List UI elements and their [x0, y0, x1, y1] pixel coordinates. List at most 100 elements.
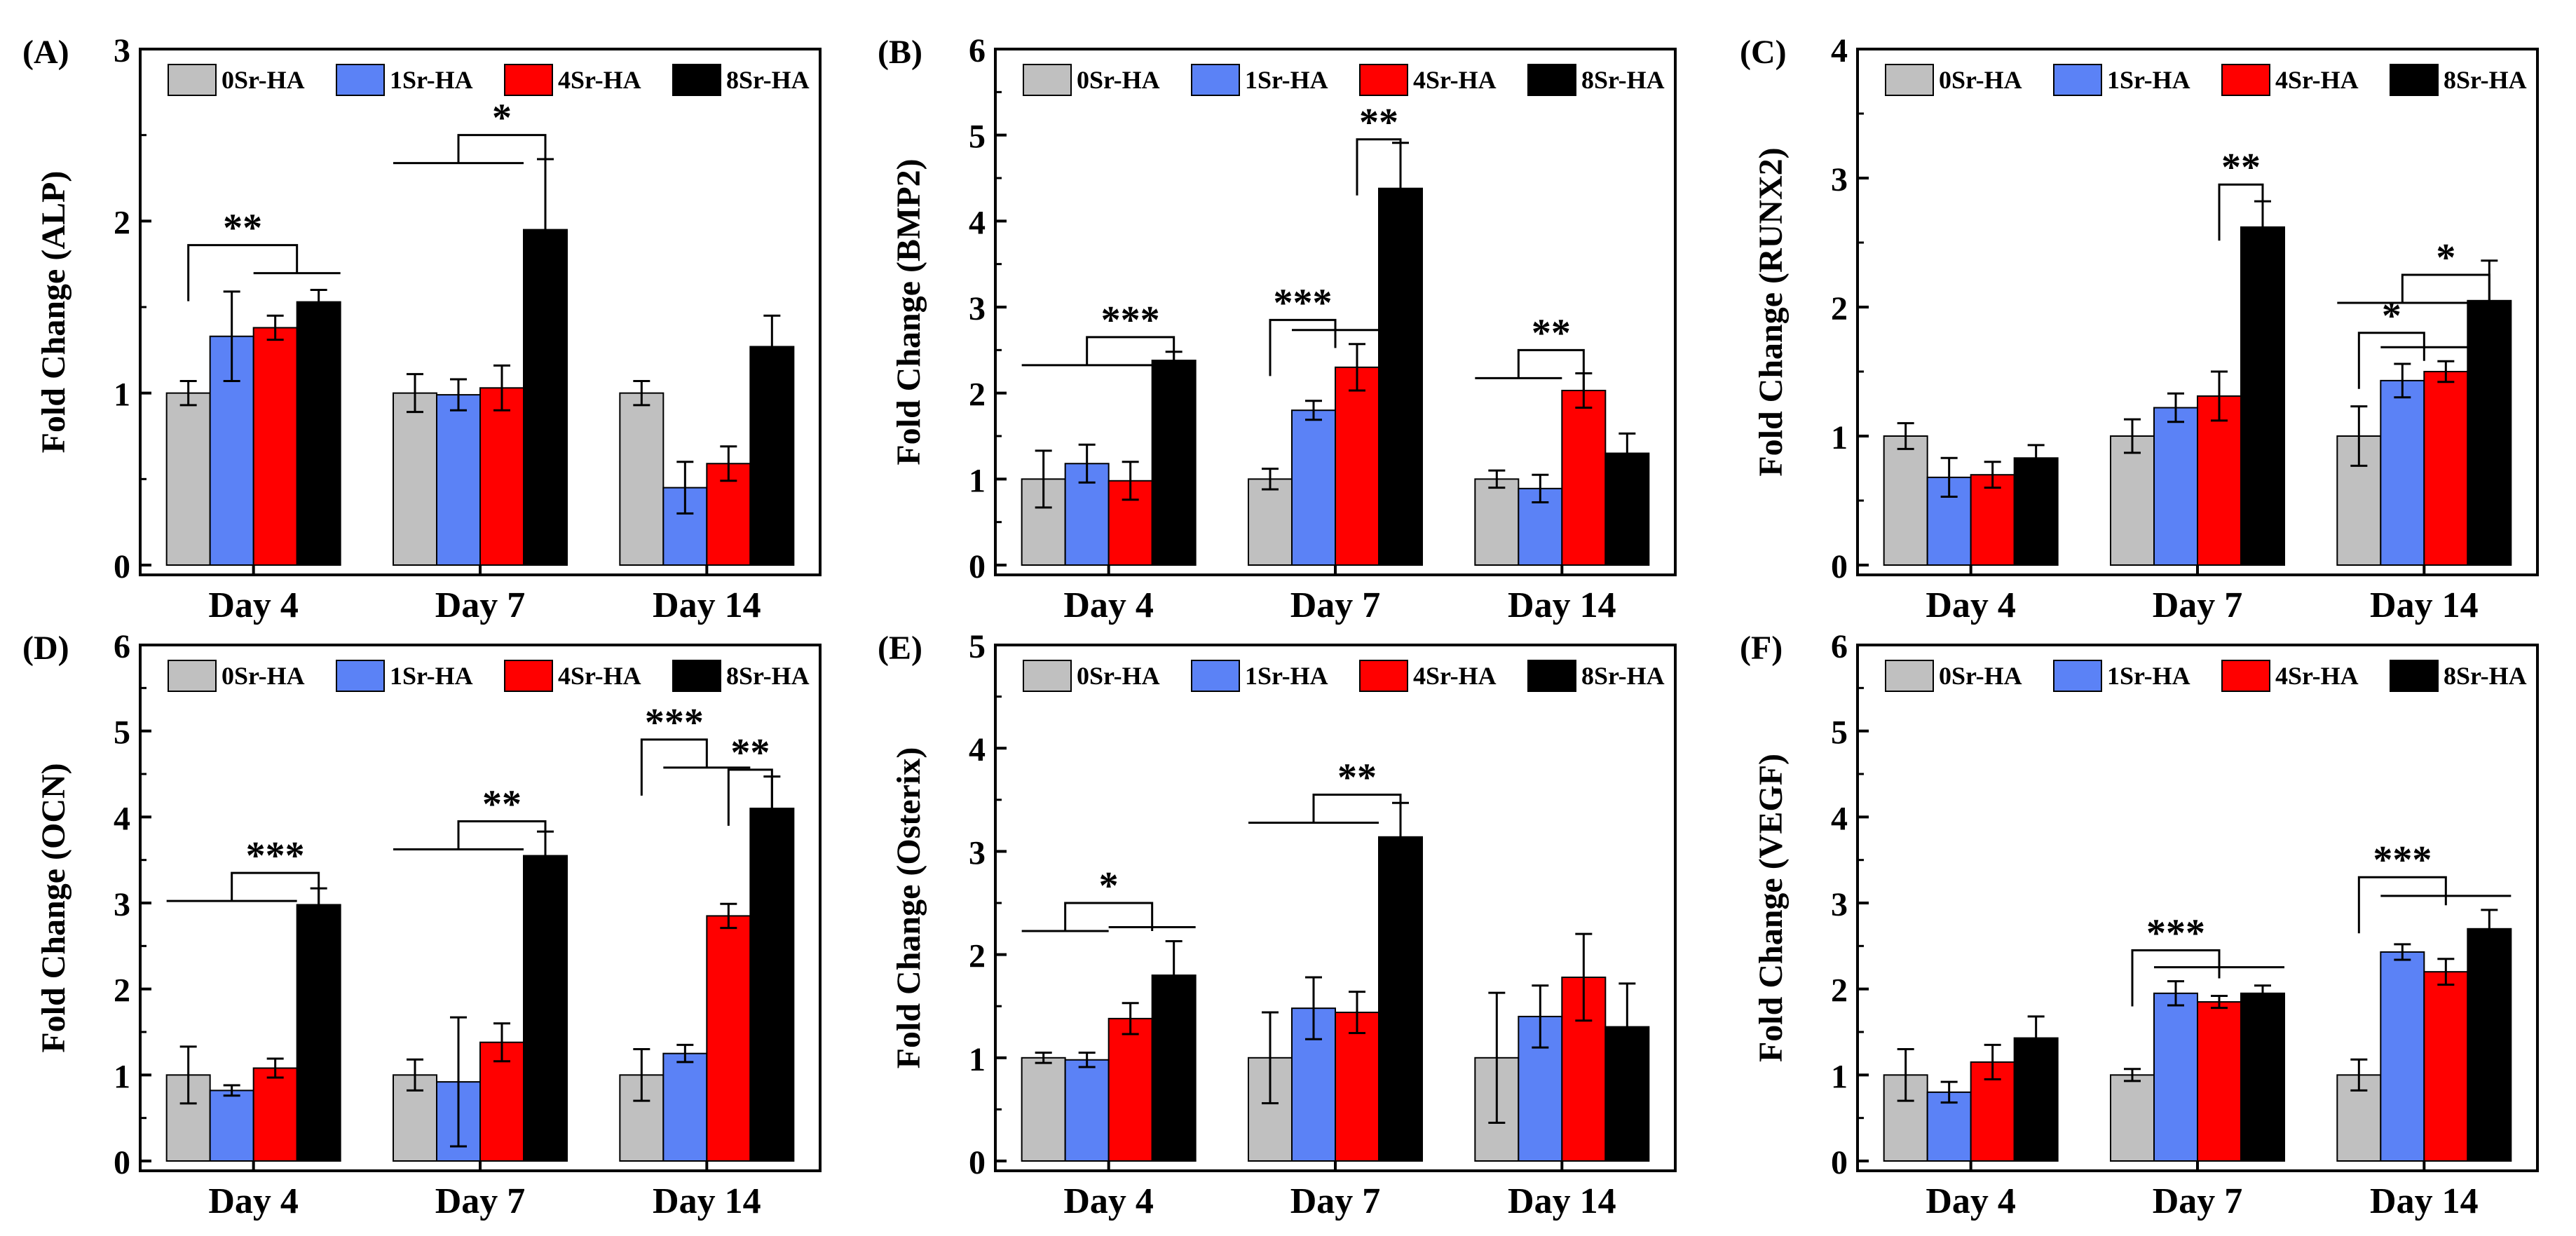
significance-stars: ***: [645, 701, 704, 745]
legend-label: 4Sr-HA: [2275, 66, 2359, 94]
bar-1sr-ha-1: [2153, 992, 2198, 1162]
panel-label: (B): [878, 34, 922, 71]
y-tick-label: 3: [969, 290, 986, 327]
bar-8sr-ha-1: [1378, 187, 1423, 566]
significance-annotation: **: [727, 731, 773, 826]
panel-label: (C): [1740, 34, 1787, 71]
legend-swatch-0sr-ha: [1885, 64, 1934, 96]
y-tick-label: 2: [969, 938, 986, 975]
bar-8sr-ha-2: [1604, 1026, 1650, 1162]
legend-label: 4Sr-HA: [2275, 662, 2359, 690]
error-bar: [720, 902, 737, 930]
y-tick-label: 1: [114, 1058, 130, 1095]
bracket-line: [1517, 348, 1585, 393]
legend-label: 8Sr-HA: [1581, 662, 1665, 690]
bar-8sr-ha-0: [296, 904, 341, 1162]
x-tick-label: Day 14: [2370, 1181, 2479, 1221]
bar-8sr-ha-1: [2240, 992, 2285, 1162]
bar-4sr-ha-2: [2423, 971, 2469, 1162]
y-tick-label: 3: [114, 886, 130, 923]
significance-stars: ***: [2146, 911, 2205, 955]
legend-label: 8Sr-HA: [1581, 66, 1665, 94]
y-tick-label: 0: [114, 1144, 130, 1181]
bar-0sr-ha-0: [165, 392, 211, 566]
x-tick-label: Day 4: [1063, 1181, 1154, 1221]
y-tick-label: 6: [1831, 628, 1848, 665]
bracket-line: [2131, 949, 2221, 1007]
bar-4sr-ha-2: [706, 915, 751, 1162]
significance-stars: **: [2221, 146, 2261, 189]
x-tick-label: Day 4: [1926, 1181, 2016, 1221]
error-bar: [676, 1043, 694, 1064]
significance-stars: *: [1099, 864, 1119, 908]
error-bar: [223, 290, 240, 382]
error-bar: [1984, 1043, 2001, 1080]
panel-label: (D): [22, 630, 69, 667]
x-tick-label: Day 7: [2153, 1181, 2243, 1221]
error-bar: [266, 1057, 284, 1079]
bar-8sr-ha-2: [749, 346, 795, 566]
legend-swatch-0sr-ha: [1023, 64, 1072, 96]
error-bar: [179, 1045, 197, 1105]
bracket-line: [457, 134, 547, 177]
legend: 0Sr-HA 1Sr-HA 4Sr-HA 8Sr-HA: [168, 64, 810, 96]
error-bar: [2254, 984, 2271, 1003]
error-bar: [676, 461, 694, 515]
significance-stars: ***: [1274, 281, 1333, 325]
error-bar: [1488, 469, 1506, 489]
error-bar: [2437, 958, 2455, 986]
legend-label: 0Sr-HA: [1939, 662, 2022, 690]
legend-swatch-8sr-ha: [672, 660, 721, 692]
y-tick-label: 2: [114, 972, 130, 1010]
significance-stars: ***: [246, 834, 305, 878]
error-bar: [450, 378, 467, 412]
bar-1sr-ha-0: [1926, 1091, 1972, 1162]
significance-annotation: **: [1248, 756, 1402, 837]
bracket-line: [2401, 273, 2490, 317]
error-bar: [1035, 449, 1052, 509]
bar-0sr-ha-0: [1021, 1057, 1066, 1162]
y-tick-label: 3: [969, 834, 986, 871]
significance-annotation: ***: [1021, 299, 1175, 379]
error-bar: [2027, 1015, 2045, 1061]
legend-swatch-1sr-ha: [1191, 660, 1240, 692]
y-tick-label: 3: [114, 32, 130, 69]
error-bar: [1897, 1048, 1914, 1102]
bar-0sr-ha-2: [1474, 478, 1520, 566]
bracket-line: [2357, 876, 2447, 934]
x-tick-label: Day 7: [2153, 585, 2243, 625]
significance-stars: *: [2382, 294, 2401, 338]
error-bar: [2350, 405, 2368, 467]
bar-1sr-ha-2: [2380, 379, 2425, 566]
legend-label: 1Sr-HA: [2107, 66, 2190, 94]
legend-label: 4Sr-HA: [558, 66, 641, 94]
bar-0sr-ha-1: [1248, 478, 1293, 566]
error-bar: [266, 314, 284, 341]
bar-8sr-ha-0: [1151, 360, 1197, 566]
panel-label: (E): [878, 630, 922, 667]
legend-label: 0Sr-HA: [222, 662, 305, 690]
significance-stars: **: [223, 207, 262, 250]
legend-swatch-8sr-ha: [1527, 64, 1576, 96]
legend-label: 0Sr-HA: [222, 66, 305, 94]
bracket-line: [727, 768, 773, 826]
legend-label: 1Sr-HA: [390, 662, 473, 690]
chart-panel-ocn: 0 1 2 3 4 5 6 (D) Fold Change (OCN) Day 4 Day 7 Day…: [22, 628, 822, 1221]
y-tick-label: 1: [1831, 419, 1848, 456]
error-bar: [1575, 932, 1593, 1022]
error-bar: [2437, 360, 2455, 383]
bar-4sr-ha-1: [1335, 1012, 1379, 1162]
error-bar: [1262, 1011, 1279, 1105]
legend-swatch-1sr-ha: [336, 64, 385, 96]
y-tick-label: 1: [114, 376, 130, 414]
x-tick-label: Day 4: [208, 1181, 299, 1221]
error-bar: [1305, 400, 1322, 421]
error-bar: [310, 288, 327, 315]
y-tick-label: 4: [1831, 32, 1848, 69]
y-tick-label: 5: [1831, 714, 1848, 752]
bar-1sr-ha-2: [662, 487, 708, 566]
y-tick-label: 2: [1831, 972, 1848, 1010]
bar-8sr-ha-2: [749, 808, 795, 1162]
bracket-line: [457, 820, 547, 864]
